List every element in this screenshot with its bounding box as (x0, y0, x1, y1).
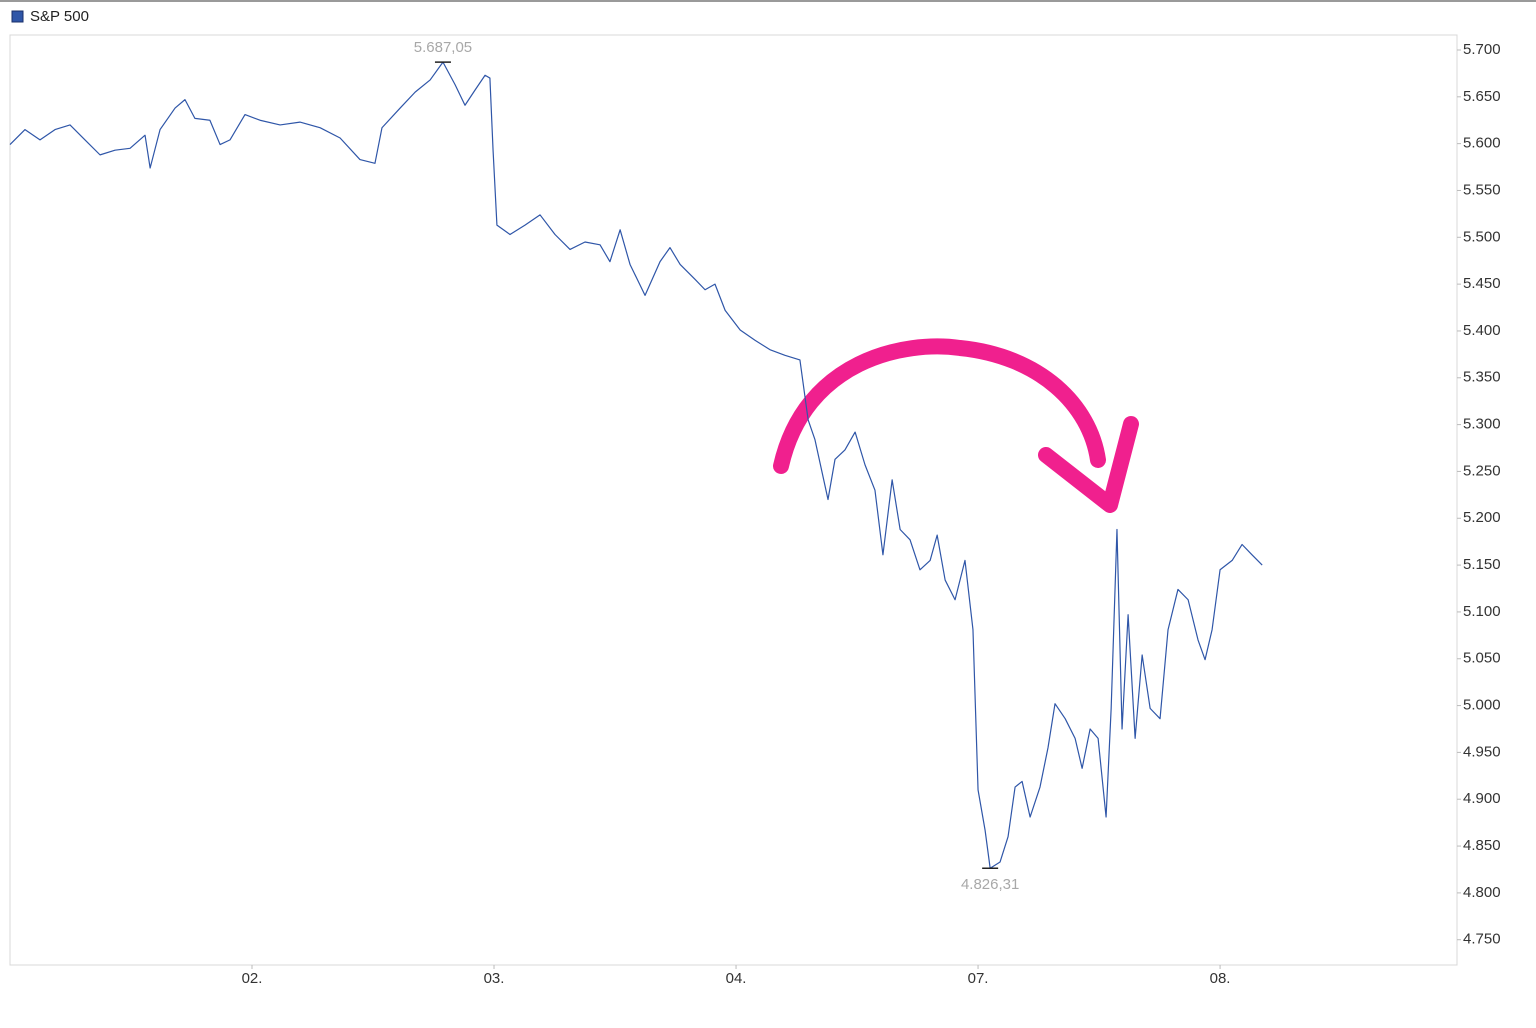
extreme-label: 5.687,05 (414, 39, 472, 56)
x-tick-label: 07. (968, 970, 989, 987)
x-tick-label: 04. (726, 970, 747, 987)
y-tick-label: 5.600 (1463, 135, 1501, 152)
y-tick-label: 5.250 (1463, 462, 1501, 479)
y-tick-label: 5.050 (1463, 650, 1501, 667)
arrow-annotation (773, 338, 1139, 513)
price-line (9, 61, 1263, 869)
arrow-arc (773, 338, 1106, 474)
plot-frame (9, 34, 1458, 966)
y-tick-label: 5.700 (1463, 41, 1501, 58)
y-tick-label: 4.800 (1463, 884, 1501, 901)
legend: S&P 500 (11, 8, 89, 25)
x-tick-label: 08. (1210, 970, 1231, 987)
y-tick-label: 4.900 (1463, 790, 1501, 807)
y-tick-label: 5.350 (1463, 369, 1501, 386)
extreme-label: 4.826,31 (961, 876, 1019, 893)
x-tick-label: 03. (484, 970, 505, 987)
x-tick-label: 02. (242, 970, 263, 987)
y-tick-label: 5.000 (1463, 697, 1501, 714)
y-tick-label: 5.300 (1463, 416, 1501, 433)
y-tick-label: 4.850 (1463, 837, 1501, 854)
y-tick-label: 5.450 (1463, 275, 1501, 292)
y-tick-label: 5.150 (1463, 556, 1501, 573)
y-tick-label: 5.650 (1463, 88, 1501, 105)
y-tick-label: 5.100 (1463, 603, 1501, 620)
y-tick-label: 4.950 (1463, 743, 1501, 760)
arrow-head (1038, 416, 1139, 513)
legend-swatch (11, 10, 24, 23)
y-tick-label: 5.200 (1463, 509, 1501, 526)
y-tick-label: 5.500 (1463, 228, 1501, 245)
y-tick-label: 5.550 (1463, 181, 1501, 198)
y-tick-label: 4.750 (1463, 931, 1501, 948)
y-tick-label: 5.400 (1463, 322, 1501, 339)
legend-label: S&P 500 (30, 8, 89, 25)
